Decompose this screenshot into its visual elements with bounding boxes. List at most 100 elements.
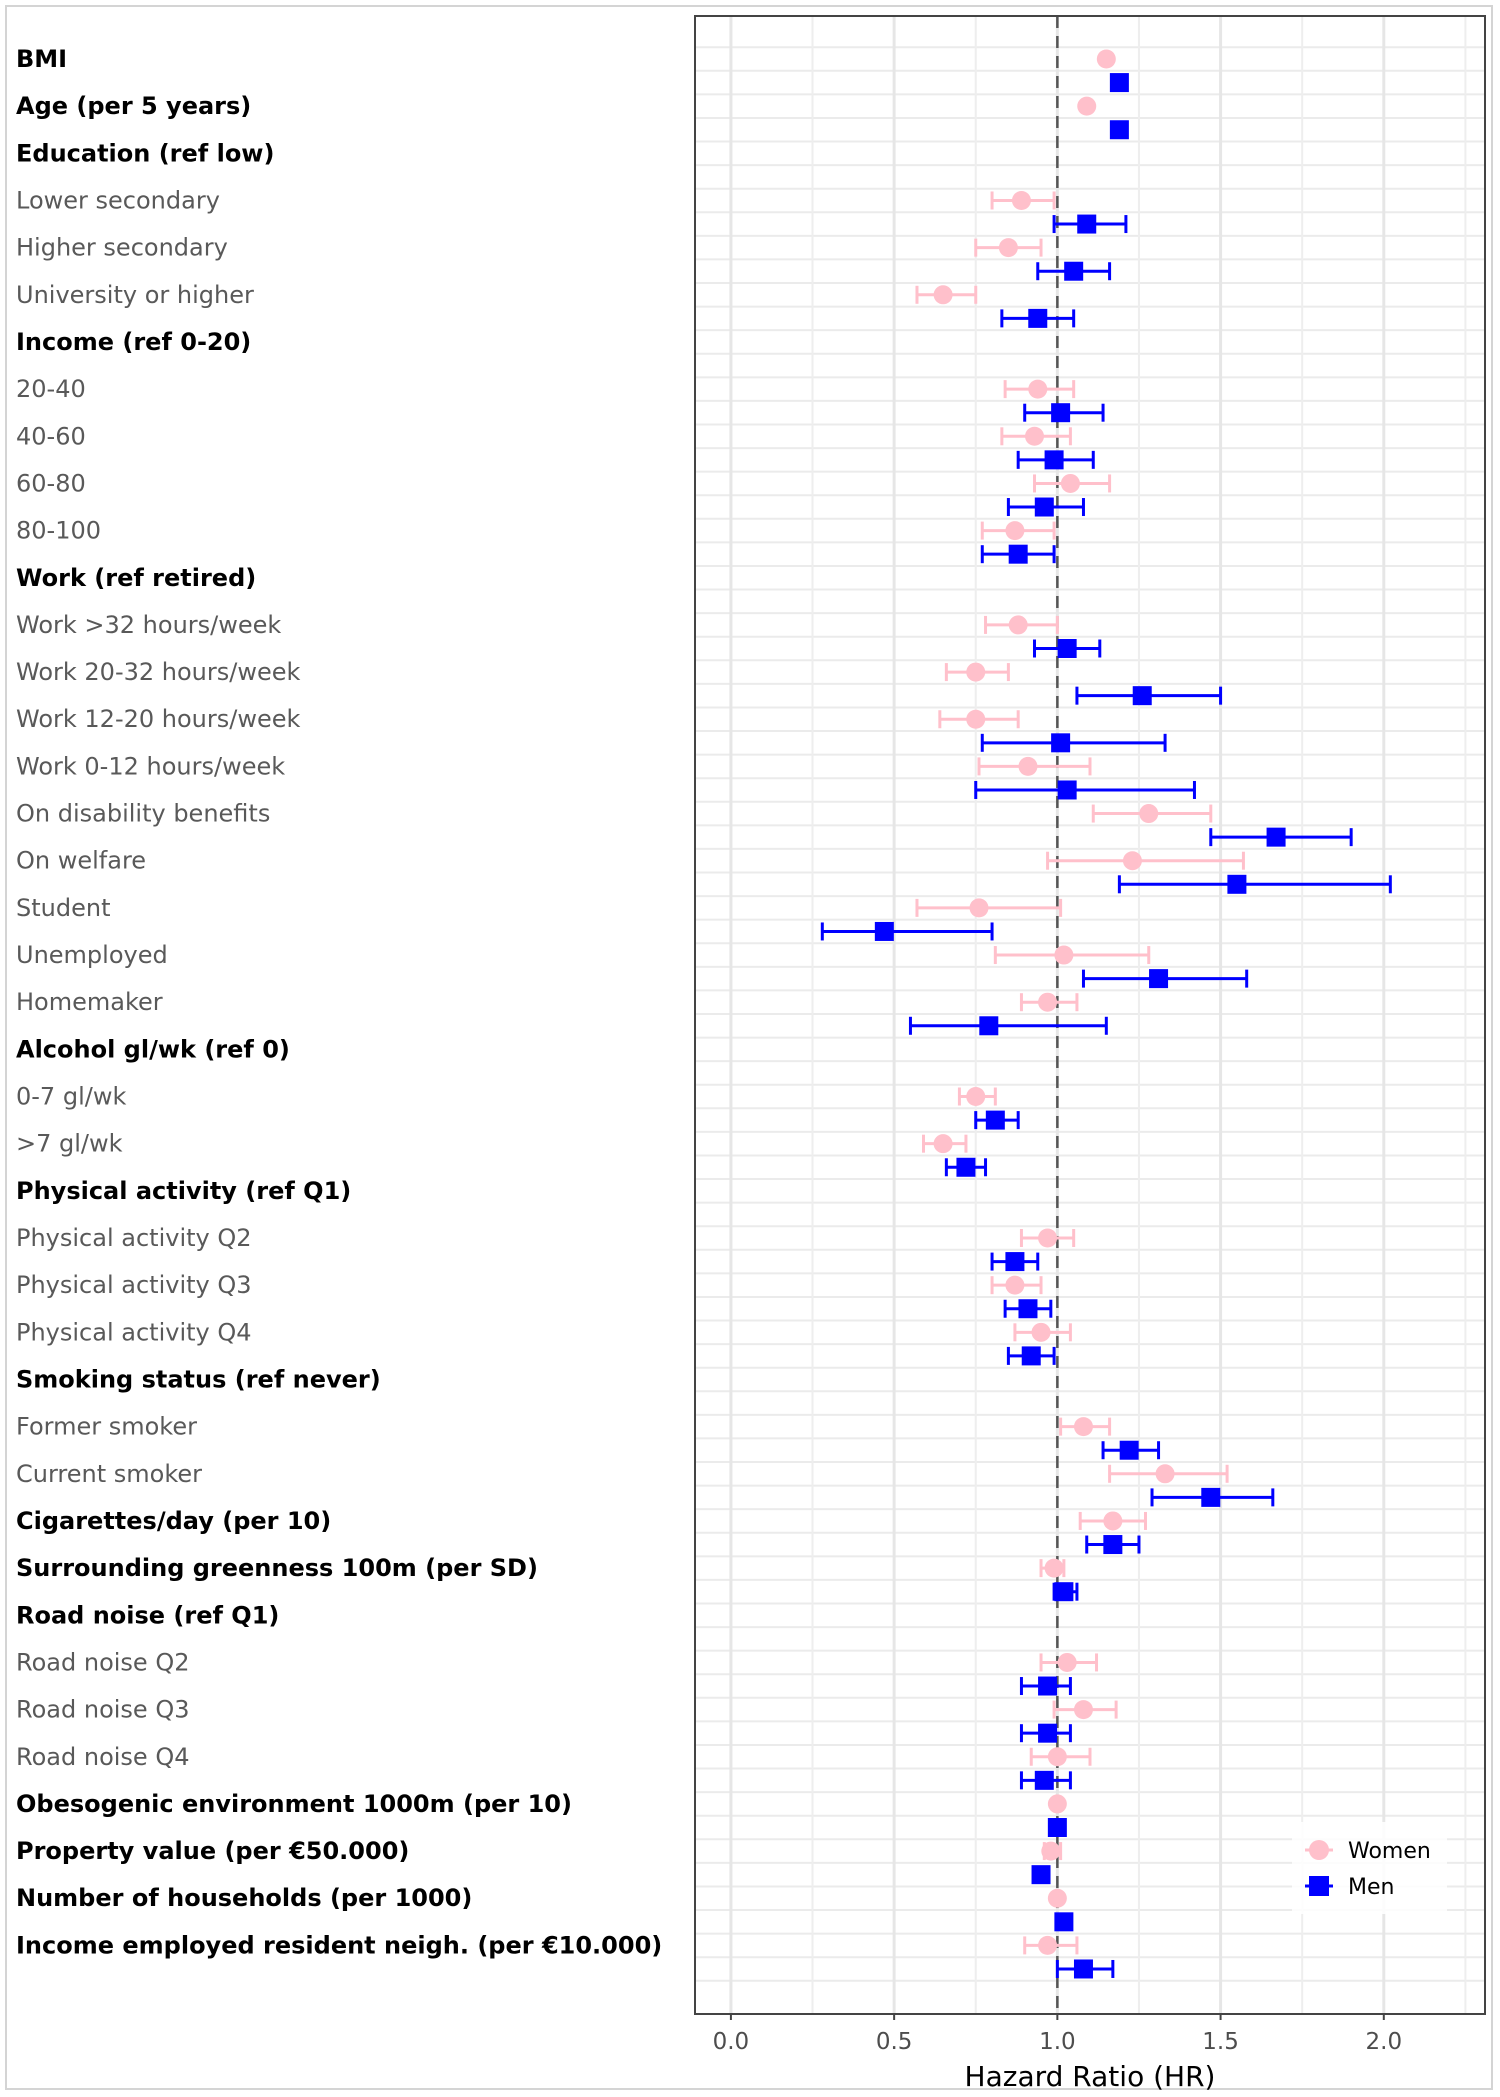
women-point — [1139, 804, 1159, 824]
women-point — [1047, 1888, 1067, 1908]
legend-square-icon — [1309, 1876, 1329, 1896]
row-label: Work 0-12 hours/week — [16, 752, 285, 780]
men-point — [1005, 1252, 1025, 1272]
women-point — [1005, 521, 1025, 541]
row-label: Work 12-20 hours/week — [16, 705, 300, 733]
women-point — [966, 662, 986, 682]
plot-panel-border — [694, 15, 1486, 2015]
men-point — [874, 921, 894, 941]
women-point — [1041, 1841, 1061, 1861]
row-label: Road noise (ref Q1) — [16, 1601, 279, 1629]
row-label: On disability benefits — [16, 800, 270, 828]
men-ci — [980, 733, 1167, 752]
men-point — [1038, 1723, 1058, 1743]
men-point — [1021, 1346, 1041, 1366]
legend-label: Women — [1348, 1839, 1431, 1864]
legend-item-men: Men — [1305, 1875, 1394, 1900]
row-label: Education (ref low) — [16, 139, 274, 167]
men-point — [1044, 450, 1064, 470]
men-point — [1227, 874, 1247, 894]
men-point — [1266, 827, 1286, 847]
women-point — [1011, 190, 1031, 210]
row-label: Income (ref 0-20) — [16, 328, 251, 356]
grid-lines — [695, 16, 1485, 2014]
women-point — [1073, 1417, 1093, 1437]
men-point — [1051, 403, 1071, 423]
row-label: 0-7 gl/wk — [16, 1083, 126, 1111]
women-point — [1031, 1322, 1051, 1342]
men-point — [1109, 73, 1129, 93]
row-label: Work >32 hours/week — [16, 611, 281, 639]
row-label: University or higher — [16, 281, 254, 309]
women-point — [1025, 426, 1045, 446]
row-label: >7 gl/wk — [16, 1130, 123, 1158]
men-point — [1149, 969, 1169, 989]
women-ci — [915, 898, 1063, 917]
row-label: 20-40 — [16, 375, 86, 403]
row-label: Age (per 5 years) — [16, 92, 251, 120]
row-label: Alcohol gl/wk (ref 0) — [16, 1035, 290, 1063]
row-label: Higher secondary — [16, 234, 228, 262]
x-axis-title: Hazard Ratio (HR) — [965, 2060, 1216, 2093]
row-label: Obesogenic environment 1000m (per 10) — [16, 1790, 572, 1818]
women-point — [1054, 945, 1074, 965]
women-point — [1096, 49, 1116, 69]
men-point — [1034, 497, 1054, 517]
row-label: Physical activity Q4 — [16, 1318, 252, 1346]
women-point — [966, 709, 986, 729]
y-axis-labels: BMI Age (per 5 years) Education (ref low) L… — [16, 45, 662, 1959]
men-ci — [974, 780, 1196, 799]
row-label: BMI — [16, 45, 67, 73]
x-axis-ticks: 0.0 0.5 1.0 1.5 2.0 — [713, 2014, 1402, 2055]
men-point — [1064, 261, 1084, 281]
women-point — [1038, 992, 1058, 1012]
row-label: Smoking status (ref never) — [16, 1365, 381, 1393]
women-point — [1008, 615, 1028, 635]
row-label: Student — [16, 894, 110, 922]
men-point — [1018, 1299, 1038, 1319]
women-point — [1038, 1228, 1058, 1248]
row-label: Unemployed — [16, 941, 168, 969]
data-marks — [820, 49, 1392, 1979]
men-point — [1057, 780, 1077, 800]
row-label: Number of households (per 1000) — [16, 1884, 472, 1912]
women-point — [1018, 756, 1038, 776]
row-label: Homemaker — [16, 988, 163, 1016]
women-point — [1005, 1275, 1025, 1295]
women-point — [933, 285, 953, 305]
men-point — [1054, 1912, 1074, 1932]
women-point — [933, 1134, 953, 1154]
men-point — [1109, 120, 1129, 140]
men-point — [1073, 1959, 1093, 1979]
men-ci — [1117, 875, 1392, 894]
row-label: Physical activity (ref Q1) — [16, 1177, 351, 1205]
row-label: Former smoker — [16, 1413, 197, 1441]
women-point — [1047, 1794, 1067, 1814]
legend: Women Men — [1292, 1822, 1447, 1914]
men-point — [1038, 1676, 1058, 1696]
men-point — [985, 1110, 1005, 1130]
row-label: Property value (per €50.000) — [16, 1837, 409, 1865]
men-point — [979, 1016, 999, 1036]
women-point — [1038, 1935, 1058, 1955]
women-point — [1103, 1511, 1123, 1531]
men-point — [1119, 1440, 1139, 1460]
men-point — [1054, 1582, 1074, 1602]
row-label: Income employed resident neigh. (per €10… — [16, 1931, 662, 1959]
men-point — [1028, 308, 1048, 328]
men-point — [1201, 1487, 1221, 1507]
figure-border — [5, 5, 1493, 2090]
legend-item-women: Women — [1305, 1839, 1431, 1864]
women-point — [1155, 1464, 1175, 1484]
women-point — [1028, 379, 1048, 399]
row-label: Road noise Q2 — [16, 1648, 189, 1676]
men-point — [1103, 1535, 1123, 1555]
x-tick-label: 1.5 — [1202, 2029, 1239, 2055]
men-ci — [820, 922, 994, 941]
men-point — [1051, 733, 1071, 753]
row-label: Work 20-32 hours/week — [16, 658, 300, 686]
men-point — [1034, 1770, 1054, 1790]
x-tick-label: 0.5 — [876, 2029, 913, 2055]
men-point — [1077, 214, 1097, 234]
